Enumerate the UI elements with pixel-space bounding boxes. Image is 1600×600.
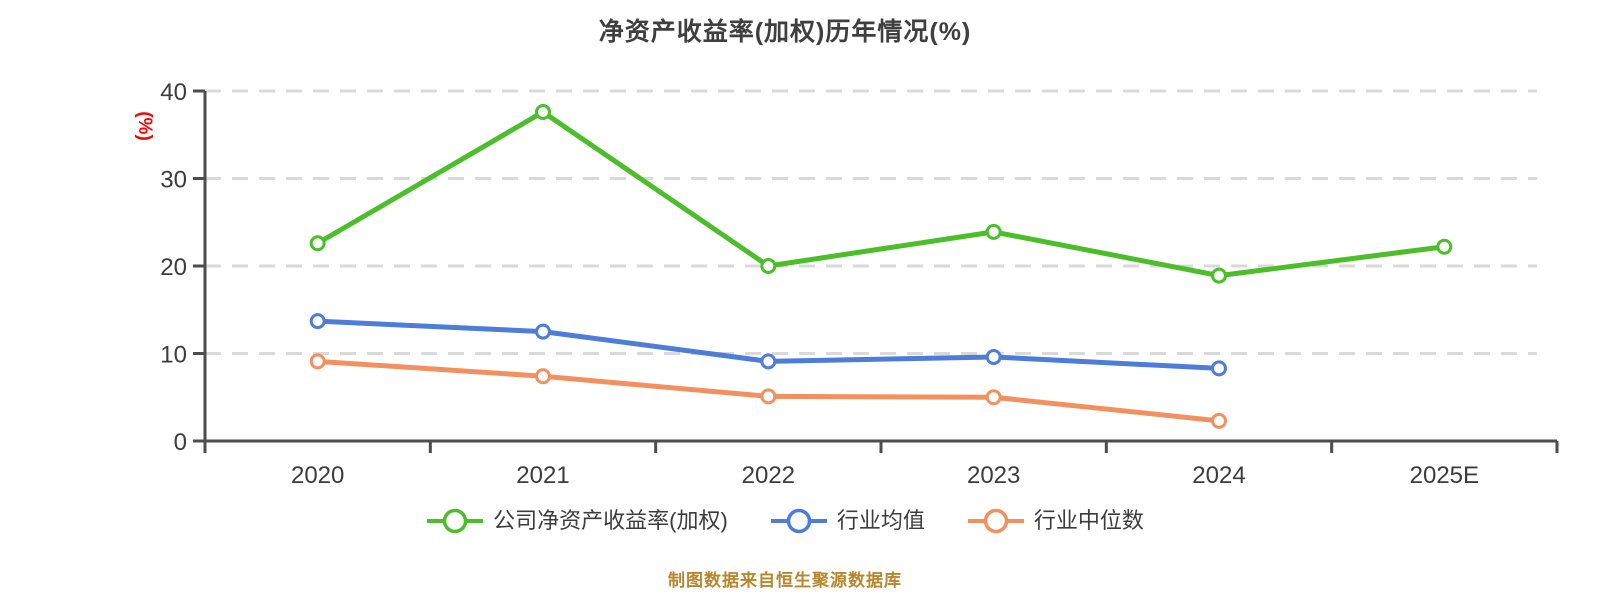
- series-2-point-0: [309, 353, 326, 370]
- series-2-point-3: [985, 389, 1002, 406]
- y-tick-label-10: 10: [160, 342, 187, 369]
- series-2-point-4: [1211, 412, 1227, 429]
- series-0-point-5: [1436, 238, 1453, 255]
- series-1-point-0: [309, 313, 326, 330]
- series-0-point-4: [1211, 267, 1227, 284]
- series-1-point-1: [535, 323, 551, 340]
- legend: 公司净资产收益率(加权) 行业均值 行业中位数: [0, 507, 1570, 535]
- x-label-2024: 2024: [1192, 462, 1245, 489]
- series-0-point-3: [985, 223, 1002, 240]
- legend-item-industry-median[interactable]: 行业中位数: [967, 507, 1144, 535]
- series-line-0: [315, 109, 1447, 279]
- legend-item-industry-mean[interactable]: 行业均值: [770, 507, 925, 535]
- data-source-note: 制图数据来自恒生聚源数据库: [668, 571, 902, 590]
- series-1-point-2: [760, 353, 777, 370]
- legend-line-marker-icon: [427, 508, 484, 534]
- legend-label-company-roe: 公司净资产收益率(加权): [493, 508, 728, 533]
- legend-label-industry-median: 行业中位数: [1033, 508, 1144, 533]
- x-label-2020: 2020: [291, 462, 344, 489]
- x-label-2021: 2021: [516, 462, 569, 489]
- y-tick-label-0: 0: [174, 429, 187, 456]
- legend-item-company-roe[interactable]: 公司净资产收益率(加权): [426, 507, 728, 535]
- series-2-point-1: [535, 368, 551, 385]
- series-1-point-3: [985, 349, 1002, 365]
- y-tick-label-40: 40: [160, 79, 187, 106]
- series-0-point-0: [309, 235, 326, 252]
- y-tick-label-30: 30: [160, 167, 187, 194]
- series-1-point-4: [1211, 360, 1227, 377]
- legend-label-industry-mean: 行业均值: [836, 508, 925, 533]
- series-0-point-2: [760, 258, 777, 274]
- x-label-2025E: 2025E: [1410, 462, 1479, 489]
- chart-title: 净资产收益率(加权)历年情况(%): [598, 18, 972, 46]
- x-label-2023: 2023: [967, 462, 1020, 489]
- y-tick-label-20: 20: [160, 254, 187, 281]
- legend-line-marker-icon: [967, 508, 1024, 534]
- legend-line-marker-icon: [770, 508, 827, 534]
- x-label-2022: 2022: [742, 462, 795, 489]
- series-2-point-2: [760, 388, 777, 405]
- series-0-point-1: [535, 104, 551, 120]
